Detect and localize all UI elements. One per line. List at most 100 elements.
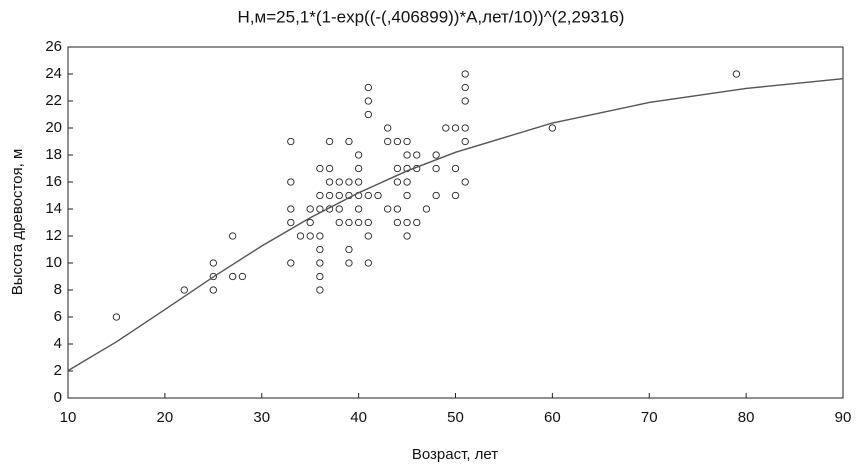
- scatter-point: [306, 218, 314, 227]
- y-tick-label: 12: [45, 227, 62, 244]
- scatter-point: [335, 205, 343, 213]
- scatter-point: [345, 178, 353, 186]
- scatter-point: [316, 164, 324, 173]
- scatter-point: [229, 272, 237, 281]
- scatter-point: [403, 191, 411, 200]
- y-tick-label: 8: [54, 281, 62, 298]
- scatter-point: [403, 218, 411, 227]
- y-tick-label: 26: [45, 38, 62, 55]
- scatter-point: [364, 97, 372, 105]
- y-axis-label: Высота древостоя, м: [9, 149, 26, 296]
- x-tick-label: 70: [641, 409, 658, 426]
- y-tick-label: 16: [45, 173, 62, 190]
- x-tick-label: 10: [60, 409, 77, 426]
- scatter-point: [461, 97, 469, 105]
- scatter-point: [384, 137, 392, 146]
- scatter-point: [316, 286, 324, 294]
- scatter-point: [325, 178, 334, 186]
- scatter-point: [432, 191, 440, 200]
- scatter-point: [296, 232, 305, 240]
- scatter-point: [306, 205, 314, 213]
- scatter-point: [112, 313, 121, 321]
- scatter-point: [374, 191, 382, 200]
- scatter-point: [393, 164, 402, 173]
- y-tick-label: 6: [54, 308, 62, 325]
- scatter-point: [384, 124, 392, 132]
- y-tick-label: 22: [45, 92, 62, 109]
- scatter-point: [451, 124, 460, 132]
- scatter-point: [732, 70, 741, 78]
- scatter-point: [451, 164, 460, 173]
- scatter-point: [354, 205, 363, 213]
- x-tick-label: 30: [253, 409, 270, 426]
- y-tick-label: 24: [45, 65, 62, 82]
- x-tick-label: 80: [738, 409, 755, 426]
- scatter-point: [393, 178, 402, 186]
- y-tick-label: 4: [54, 335, 62, 352]
- scatter-point: [316, 191, 324, 200]
- scatter-point: [238, 272, 247, 281]
- scatter-point: [354, 178, 363, 186]
- scatter-point: [364, 259, 372, 267]
- scatter-point: [180, 286, 188, 294]
- scatter-point: [384, 205, 392, 213]
- scatter-point: [364, 110, 372, 119]
- scatter-point: [345, 218, 353, 227]
- scatter-point: [325, 137, 334, 146]
- scatter-point: [335, 191, 343, 200]
- scatter-point: [364, 218, 372, 227]
- scatter-point: [413, 218, 421, 227]
- plot-frame: [67, 46, 844, 399]
- x-tick-label: 20: [157, 409, 174, 426]
- scatter-point: [306, 232, 314, 240]
- y-tick-label: 10: [45, 254, 62, 271]
- scatter-point: [316, 259, 324, 267]
- scatter-point: [354, 151, 363, 159]
- scatter-point: [316, 245, 324, 254]
- scatter-point: [461, 178, 469, 186]
- scatter-point: [287, 259, 295, 267]
- scatter-point: [316, 232, 324, 240]
- y-tick-label: 0: [54, 389, 62, 406]
- scatter-point: [393, 137, 402, 146]
- scatter-point: [393, 218, 402, 227]
- scatter-point: [548, 124, 557, 132]
- x-tick-label: 90: [835, 409, 852, 426]
- scatter-point: [345, 259, 353, 267]
- scatter-point: [325, 164, 334, 173]
- scatter-point: [335, 178, 343, 186]
- y-tick-label: 18: [45, 146, 62, 163]
- scatter-point: [403, 151, 411, 159]
- scatter-point: [287, 178, 295, 186]
- x-tick-label: 40: [350, 409, 367, 426]
- scatter-point: [364, 83, 372, 92]
- scatter-point: [432, 164, 440, 173]
- scatter-point: [209, 259, 217, 267]
- chart-title: H,м=25,1*(1-exp((-(,406899))*A,лет/10))^…: [238, 7, 625, 26]
- scatter-point: [354, 218, 363, 227]
- scatter-point: [316, 272, 324, 281]
- scatter-point: [461, 83, 469, 92]
- scatter-point: [461, 137, 469, 146]
- scatter-point: [345, 137, 353, 146]
- scatter-point: [403, 232, 411, 240]
- scatter-point: [461, 70, 469, 78]
- scatter-point: [287, 137, 295, 146]
- scatter-point: [325, 191, 334, 200]
- y-tick-label: 2: [54, 362, 62, 379]
- scatter-point: [451, 191, 460, 200]
- scatter-point: [422, 205, 431, 213]
- scatter-point: [287, 218, 295, 227]
- scatter-point: [229, 232, 237, 240]
- scatter-point: [442, 124, 450, 132]
- scatter-point: [403, 137, 411, 146]
- scatter-point: [403, 178, 411, 186]
- x-tick-label: 60: [544, 409, 561, 426]
- scatter-point: [461, 124, 469, 132]
- scatter-point: [364, 191, 372, 200]
- y-tick-label: 20: [45, 119, 62, 136]
- scatter-point: [393, 205, 402, 213]
- scatter-point: [354, 164, 363, 173]
- scatter-point: [335, 218, 343, 227]
